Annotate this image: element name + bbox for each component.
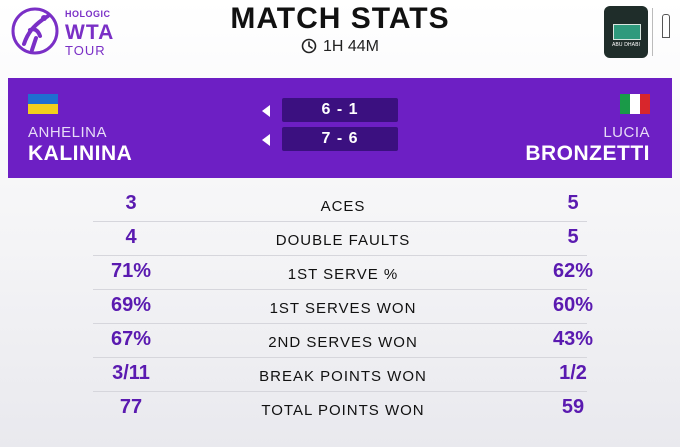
left-player-last-name: KALININA (28, 142, 133, 165)
stat-label: 1ST SERVES WON (269, 300, 417, 317)
duration-text: 1H 44M (322, 38, 380, 55)
left-player-first-name: ANHELINA (28, 124, 108, 141)
set-score: 6 - 1 (282, 98, 398, 122)
stat-row: 67% 2ND SERVES WON 43% (8, 324, 672, 358)
event-logo-wordmark: ABU DHABI (611, 42, 641, 48)
left-stat-value: 4 (125, 226, 137, 248)
right-stat-value: 5 (567, 192, 579, 214)
stat-row: 3 ACES 5 (8, 188, 672, 222)
sponsor-text: HOLOGIC (65, 9, 111, 19)
row-divider (93, 357, 587, 358)
right-player-first-name: LUCIA (603, 124, 650, 141)
left-stat-value: 71% (110, 260, 152, 282)
right-stat-value: 1/2 (559, 362, 587, 384)
set-score-row: 7 - 6 (262, 127, 402, 153)
winner-arrow-icon (262, 134, 270, 146)
row-divider (93, 255, 587, 256)
left-stat-value: 3/11 (112, 362, 150, 384)
left-stat-value: 67% (110, 328, 152, 350)
stat-label: TOTAL POINTS WON (261, 402, 425, 419)
stat-row: 69% 1ST SERVES WON 60% (8, 290, 672, 324)
match-duration: 1H 44M (0, 38, 680, 56)
page-title: MATCH STATS (230, 2, 450, 35)
tour-text: TOUR (65, 43, 106, 58)
stat-label: BREAK POINTS WON (259, 368, 427, 385)
stats-table: 3 ACES 5 4 DOUBLE FAULTS 5 71% 1ST SERVE… (8, 188, 672, 426)
row-divider (93, 221, 587, 222)
right-stat-value: 43% (552, 328, 594, 350)
left-stat-value: 69% (110, 294, 152, 316)
right-stat-value: 59 (561, 396, 585, 418)
stat-row: 77 TOTAL POINTS WON 59 (8, 392, 672, 426)
wta-player-logo-icon (11, 7, 59, 55)
court-icon (613, 24, 641, 40)
italy-flag-icon (620, 94, 650, 114)
stat-label: 2ND SERVES WON (268, 334, 418, 351)
winner-arrow-icon (262, 105, 270, 117)
wta-tour-logo: HOLOGIC WTA TOUR (10, 4, 120, 60)
row-divider (93, 391, 587, 392)
right-stat-value: 5 (567, 226, 579, 248)
right-stat-value: 60% (552, 294, 594, 316)
set-score: 7 - 6 (282, 127, 398, 151)
abu-dhabi-open-logo: ABU DHABI (604, 6, 648, 58)
right-player-last-name: BRONZETTI (525, 142, 650, 165)
stat-row: 4 DOUBLE FAULTS 5 (8, 222, 672, 256)
right-stat-value: 62% (552, 260, 594, 282)
left-stat-value: 77 (119, 396, 143, 418)
stat-row: 71% 1ST SERVE % 62% (8, 256, 672, 290)
clock-icon (301, 38, 317, 54)
tower-icon (662, 14, 670, 38)
stat-label: DOUBLE FAULTS (275, 232, 411, 249)
left-stat-value: 3 (125, 192, 137, 214)
set-score-row: 6 - 1 (262, 98, 402, 124)
stat-label: 1ST SERVE % (287, 266, 399, 283)
row-divider (93, 289, 587, 290)
stat-row: 3/11 BREAK POINTS WON 1/2 (8, 358, 672, 392)
wta-text: WTA (65, 21, 115, 44)
row-divider (93, 323, 587, 324)
ukraine-flag-icon (28, 94, 58, 114)
stat-label: ACES (320, 198, 366, 215)
host-logo (652, 8, 679, 56)
